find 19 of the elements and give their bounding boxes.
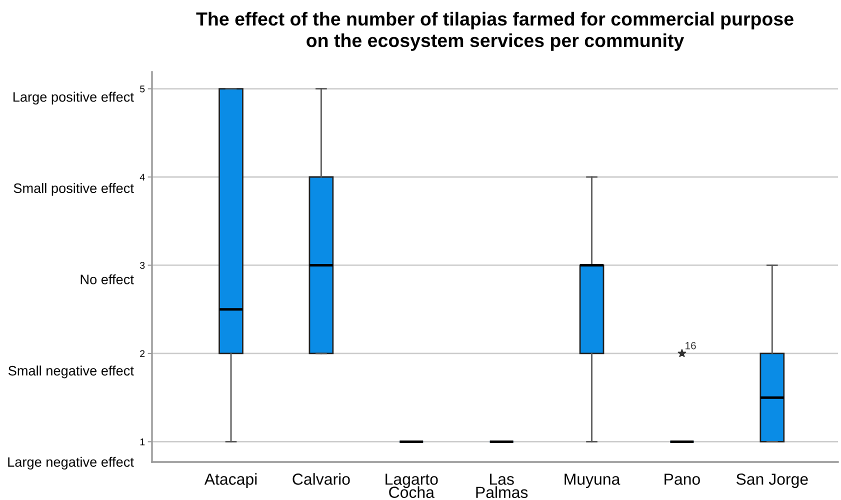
y-tick-label: 5 <box>140 86 145 92</box>
x-tick-label: Muyuna <box>564 474 620 488</box>
y-tick-label: 1 <box>140 438 145 446</box>
x-tick-label: Pano <box>664 474 700 485</box>
x-tick-label: Las Palmas <box>476 474 528 498</box>
x-tick-label: San Jorge <box>736 474 808 488</box>
y-tick-label: 2 <box>140 350 145 357</box>
text: Large positive effect <box>13 92 134 104</box>
chart-title: The effect of the number of tilapias farmed for commercial purpose on the ecosystem services per community <box>196 12 794 51</box>
text: Small positive effect <box>14 183 134 196</box>
x-tick-label: Lagarto Cocha <box>386 474 438 498</box>
text: No effect <box>80 274 134 284</box>
x-tick-label: Calvario <box>292 473 350 485</box>
y-tick-label: 3 <box>140 262 145 269</box>
annotation: 16 <box>686 342 696 350</box>
y-tick-label: 4 <box>140 174 145 181</box>
x-tick-label: Atacapi <box>204 473 257 488</box>
text: Large negative effect <box>8 456 134 470</box>
text: Small negative effect <box>8 366 134 378</box>
